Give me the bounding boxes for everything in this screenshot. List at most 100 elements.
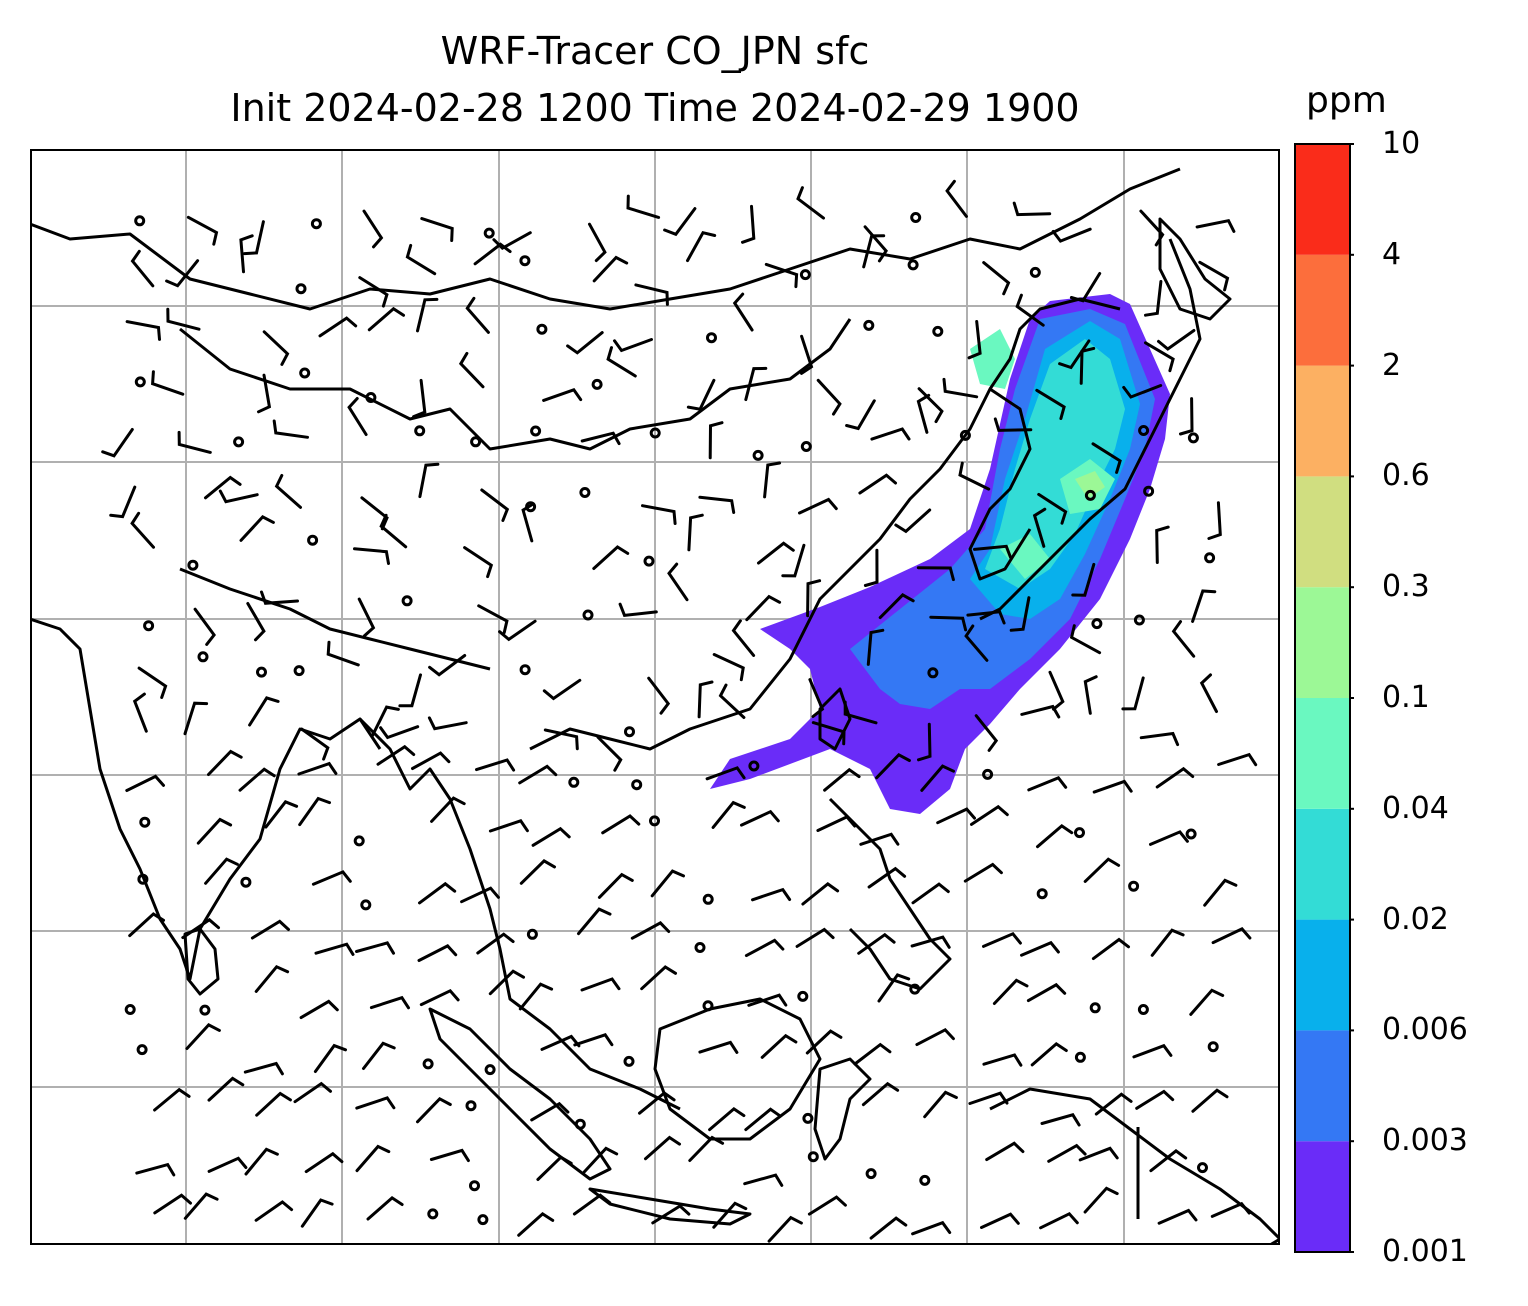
wind-barb — [1210, 1201, 1251, 1218]
wind-barb — [982, 1053, 1023, 1067]
wind-barb — [767, 1215, 803, 1243]
wind-barb — [606, 346, 637, 378]
calm-wind-marker — [483, 227, 495, 239]
wind-barb — [204, 475, 242, 500]
wind-barb — [540, 1034, 581, 1051]
wind-barb — [521, 502, 535, 543]
wind-barb — [1191, 589, 1217, 623]
calm-wind-marker — [865, 1168, 877, 1180]
wind-barb — [1199, 673, 1218, 713]
wind-barb — [1155, 766, 1195, 789]
wind-barb — [1135, 1089, 1175, 1110]
calm-wind-marker — [477, 1214, 489, 1226]
wind-barb — [418, 462, 440, 499]
wind-barb — [764, 262, 799, 289]
wind-barb — [1091, 937, 1130, 961]
wind-barb — [353, 547, 390, 565]
wind-barb — [1037, 492, 1068, 525]
wind-barb — [763, 461, 782, 499]
calm-wind-marker — [187, 559, 199, 571]
wind-barb — [1132, 1043, 1173, 1059]
wind-barb — [640, 965, 677, 991]
wind-barb — [667, 562, 689, 602]
calm-wind-marker — [624, 726, 635, 738]
calm-wind-marker — [919, 1174, 931, 1186]
wind-barb — [751, 887, 792, 902]
wind-barb — [293, 1081, 332, 1104]
calm-wind-marker — [702, 1000, 714, 1012]
calm-wind-marker — [1128, 880, 1140, 892]
wind-barb — [596, 735, 623, 772]
wind-barb — [588, 222, 607, 263]
wind-barb — [420, 217, 454, 242]
wind-barb — [878, 593, 915, 620]
wind-barb — [357, 597, 376, 638]
wind-barb — [183, 701, 209, 736]
wind-barb — [929, 615, 968, 632]
colorbar-tick-label: 0.6 — [1382, 458, 1430, 494]
wind-barb — [177, 430, 212, 454]
colorbar-band — [1295, 1141, 1350, 1252]
wind-barb — [573, 1033, 614, 1047]
plume-level-0.1 — [1075, 471, 1105, 499]
wind-barb — [650, 869, 685, 898]
calm-wind-marker — [536, 323, 548, 335]
wind-barb — [542, 678, 582, 701]
calm-wind-marker — [414, 425, 426, 437]
wind-barb — [1179, 397, 1194, 436]
calm-wind-marker — [582, 609, 594, 621]
wind-barb — [708, 1107, 746, 1132]
map-frame — [30, 149, 1280, 1245]
wind-barb — [274, 474, 302, 509]
calm-wind-marker — [694, 942, 706, 953]
wind-barb — [181, 917, 220, 940]
map-subtitle: Init 2024-02-28 1200 Time 2024-02-29 190… — [230, 86, 1080, 130]
wind-barb — [808, 678, 825, 718]
calm-wind-marker — [910, 212, 922, 223]
colorbar-tick-label: 0.006 — [1382, 1012, 1468, 1048]
calm-wind-marker — [623, 1055, 635, 1067]
wind-barb — [823, 767, 861, 792]
wind-barb — [218, 489, 259, 504]
calm-wind-marker — [802, 1112, 814, 1124]
calm-wind-marker — [1197, 1162, 1208, 1174]
calm-wind-marker — [519, 664, 531, 676]
wind-barb — [663, 207, 697, 237]
wind-barb — [243, 1061, 284, 1076]
wind-barb — [638, 1091, 676, 1115]
wind-barb — [970, 804, 1009, 826]
calm-wind-marker — [427, 1208, 439, 1220]
wind-barb — [644, 1135, 681, 1161]
wind-barb — [1020, 940, 1060, 957]
calm-wind-marker — [907, 259, 919, 271]
border-himalaya — [179, 567, 491, 671]
calm-wind-marker — [1187, 432, 1199, 444]
wind-barb — [1139, 209, 1165, 247]
wind-barb — [530, 1101, 570, 1122]
coastline-sri-lanka — [183, 927, 220, 996]
calm-wind-marker — [568, 776, 580, 788]
wind-barb — [974, 714, 999, 752]
wind-barb — [744, 1107, 782, 1132]
wind-barb — [300, 1198, 334, 1228]
wind-barb — [130, 511, 155, 549]
wind-barb — [411, 751, 451, 770]
wind-barb — [326, 640, 360, 667]
map-title: WRF-Tracer CO_JPN sfc — [440, 29, 870, 73]
wind-barb — [744, 366, 768, 402]
calm-wind-marker — [470, 436, 482, 448]
wind-barb — [204, 857, 239, 885]
wind-barb — [137, 666, 168, 699]
wind-barb — [1171, 620, 1196, 658]
wind-barb — [698, 1040, 739, 1054]
wind-barb — [153, 1087, 191, 1112]
wind-barb — [601, 814, 641, 835]
wind-barb — [973, 544, 1013, 559]
wind-barb — [744, 938, 785, 958]
wind-barb — [1150, 928, 1185, 957]
wind-barb — [968, 1091, 1009, 1105]
wind-barb — [1195, 219, 1236, 233]
calm-wind-marker — [1185, 828, 1197, 840]
wind-barb — [647, 676, 671, 715]
wind-barb — [355, 1144, 391, 1173]
